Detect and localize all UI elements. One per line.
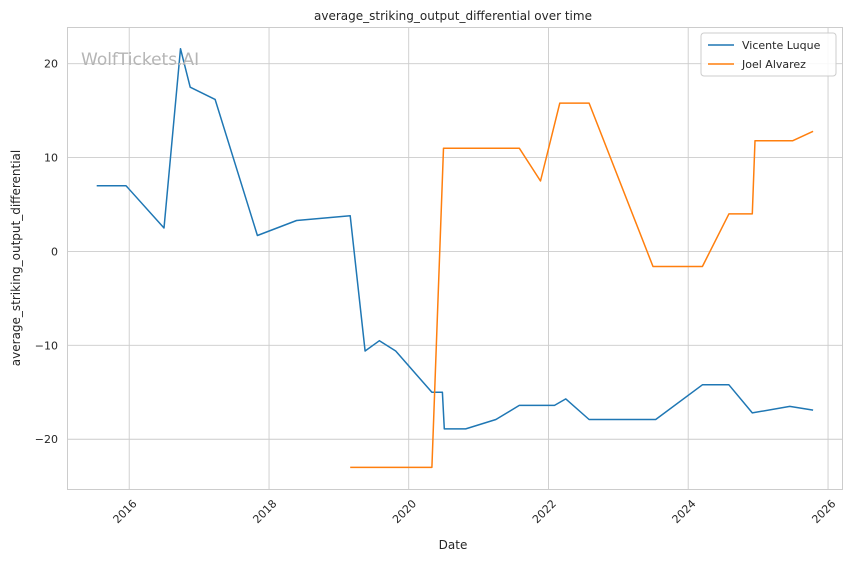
watermark-text: WolfTickets.AI (81, 50, 199, 70)
x-tick-label: 2016 (111, 497, 140, 526)
x-tick-label: 2018 (250, 497, 279, 526)
y-tick-label: −10 (35, 339, 58, 352)
y-tick-label: 0 (51, 245, 58, 258)
y-tick-label: −20 (35, 433, 58, 446)
y-axis-ticks: 20 10 0 −10 −20 (35, 58, 58, 447)
y-tick-label: 20 (44, 58, 58, 71)
series-lines (96, 47, 814, 469)
x-axis-label: Date (439, 538, 468, 552)
x-tick-label: 2022 (530, 497, 559, 526)
grid-lines (68, 28, 842, 489)
x-tick-label: 2020 (390, 497, 419, 526)
x-tick-label: 2026 (809, 497, 838, 526)
x-tick-label: 2024 (670, 497, 699, 526)
series-line-joel-alvarez (350, 102, 814, 469)
legend-entry: Vicente Luque (742, 39, 821, 52)
legend: Vicente Luque Joel Alvarez (700, 32, 837, 77)
series-line-vicente-luque (96, 47, 814, 430)
y-axis-label: average_striking_output_differential (9, 150, 23, 366)
legend-entry: Joel Alvarez (741, 58, 806, 71)
x-axis-ticks: 2016 2018 2020 2022 2024 2026 (111, 497, 839, 526)
y-tick-label: 10 (44, 152, 58, 165)
plot-frame (67, 27, 843, 490)
chart-title: average_striking_output_differential ove… (314, 9, 592, 23)
legend-box (700, 32, 837, 77)
